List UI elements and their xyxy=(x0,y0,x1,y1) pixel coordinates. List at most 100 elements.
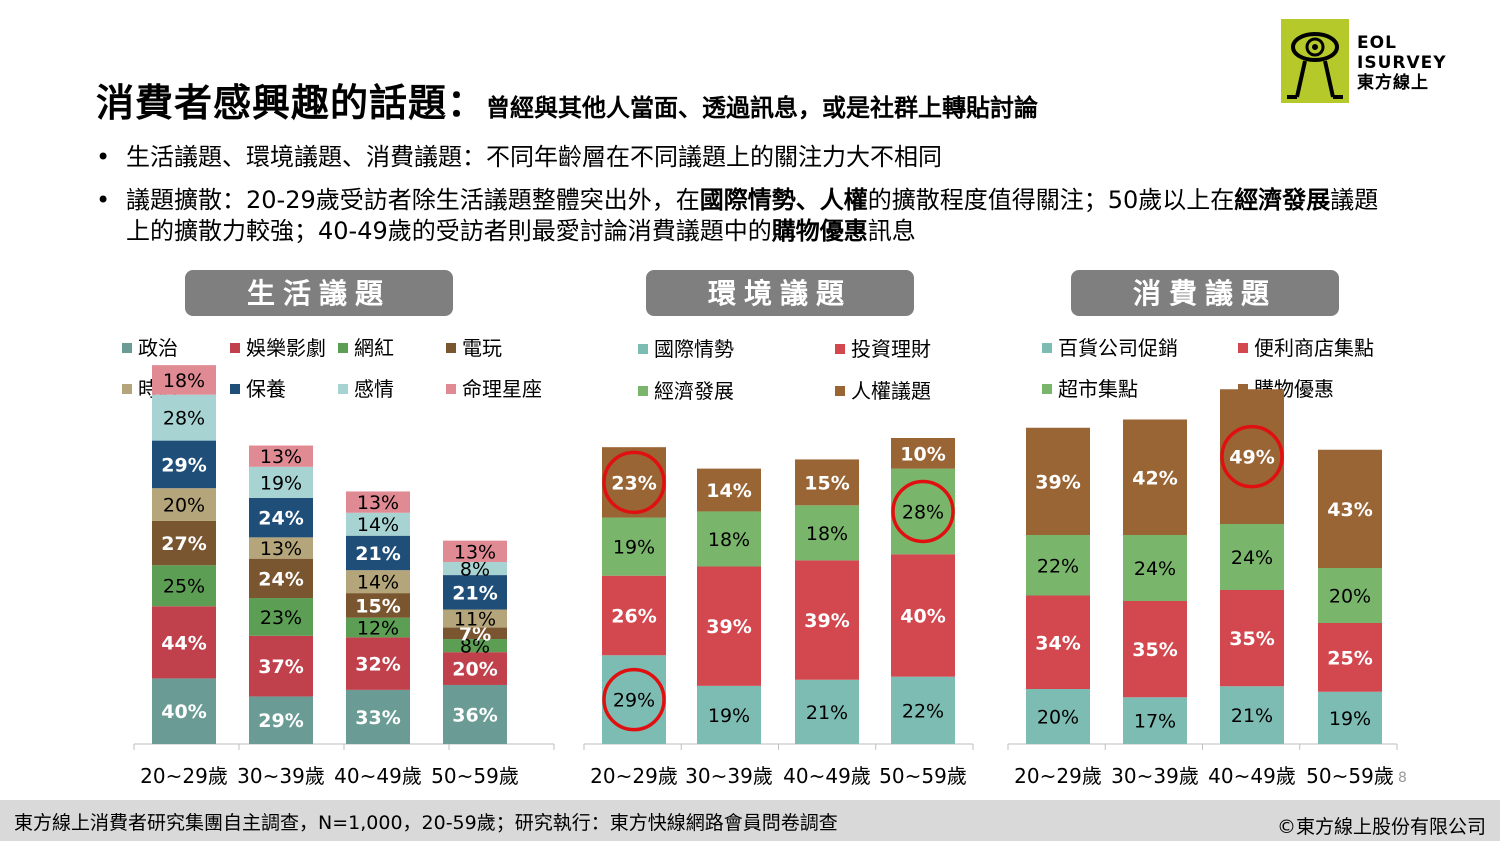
bullet-emphasis: 購物優惠 xyxy=(771,217,868,245)
x-tick-label: 20~29歲 xyxy=(140,764,228,788)
x-tick-label: 30~39歲 xyxy=(1111,764,1199,788)
bullet-text: 訊息 xyxy=(867,217,916,245)
data-label: 24% xyxy=(258,568,303,590)
data-label: 15% xyxy=(804,472,849,494)
legend-label: 超市集點 xyxy=(1058,377,1138,401)
footer-source: 東方線上消費者研究集團自主調查，N=1,000，20-59歲；研究執行：東方快線… xyxy=(14,812,838,834)
highlight-circle xyxy=(602,667,666,732)
bar-segment xyxy=(152,488,216,521)
bar-segment xyxy=(443,575,507,610)
data-label: 21% xyxy=(452,582,497,604)
bar-segment xyxy=(1123,419,1187,535)
data-label: 39% xyxy=(1035,471,1080,493)
legend-swatch xyxy=(230,384,240,394)
legend-swatch xyxy=(835,386,845,396)
bar-segment xyxy=(346,593,410,618)
data-label: 24% xyxy=(258,508,303,530)
legend-label: 政治 xyxy=(138,336,178,360)
x-tick-label: 20~29歲 xyxy=(590,764,678,788)
bullet-text: 的擴散程度值得關注；50歲以上在 xyxy=(867,186,1235,214)
bar-segment xyxy=(1318,691,1382,744)
footer-bar: 東方線上消費者研究集團自主調查，N=1,000，20-59歲；研究執行：東方快線… xyxy=(0,800,1500,841)
bar-segment xyxy=(346,535,410,571)
chart-title: 環境議題 xyxy=(708,277,852,310)
data-label: 19% xyxy=(613,537,655,559)
chart-title-pill xyxy=(1071,270,1339,316)
highlight-circle xyxy=(1220,424,1284,489)
eye-icon xyxy=(1287,32,1343,99)
bar-segment xyxy=(795,560,859,680)
data-label: 15% xyxy=(355,595,400,617)
data-label: 34% xyxy=(1035,632,1080,654)
data-label: 24% xyxy=(1231,547,1273,569)
x-tick-label: 30~39歲 xyxy=(685,764,773,788)
bar-segment xyxy=(152,678,216,744)
data-label: 32% xyxy=(355,654,400,676)
legend-swatch xyxy=(835,344,845,354)
bar-segment xyxy=(443,540,507,562)
chart-title: 消費議題 xyxy=(1133,277,1277,310)
bar-segment xyxy=(697,685,761,744)
chart-1: 生活議題政治娛樂影劇網紅電玩時尚保養感情命理星座40%44%25%27%20%2… xyxy=(122,270,555,788)
bullet-emphasis: 國際情勢、人權 xyxy=(699,186,868,214)
data-label: 20% xyxy=(452,659,497,681)
legend-swatch xyxy=(446,384,456,394)
data-label: 18% xyxy=(708,529,750,551)
data-label: 37% xyxy=(258,656,303,678)
bullet-item-1: 生活議題、環境議題、消費議題：不同年齡層在不同議題上的關注力大不相同 xyxy=(96,142,1396,173)
data-label: 33% xyxy=(355,707,400,729)
bar-segment xyxy=(152,565,216,607)
legend-label: 便利商店集點 xyxy=(1254,336,1374,360)
bar-segment xyxy=(443,561,507,576)
bar-segment xyxy=(152,440,216,489)
bar-segment xyxy=(1026,689,1090,744)
bar-segment xyxy=(1026,595,1090,689)
title-subtitle: 曾經與其他人當面、透過訊息，或是社群上轉貼討論 xyxy=(486,94,1039,122)
logo-mark xyxy=(1281,19,1349,103)
bar-segment xyxy=(602,517,666,576)
x-tick-label: 40~49歲 xyxy=(334,764,422,788)
bar-segment xyxy=(602,575,666,656)
bar-segment xyxy=(1318,449,1382,568)
data-label: 19% xyxy=(260,472,302,494)
bar-segment xyxy=(249,696,313,744)
legend-swatch xyxy=(638,344,648,354)
legend-swatch xyxy=(338,343,348,353)
bullet-emphasis: 經濟發展 xyxy=(1234,186,1331,214)
legend-swatch xyxy=(338,384,348,394)
footer-copyright: ©東方線上股份有限公司 xyxy=(1276,816,1486,838)
legend-label: 人權議題 xyxy=(851,379,931,403)
legend-label: 百貨公司促銷 xyxy=(1058,336,1178,360)
logo-line: ISURVEY xyxy=(1357,53,1447,73)
bar-segment xyxy=(795,505,859,561)
bar-segment xyxy=(1220,590,1284,687)
data-label: 20% xyxy=(1037,707,1079,729)
legend-swatch xyxy=(1042,384,1052,394)
data-label: 18% xyxy=(163,370,205,392)
legend-label: 感情 xyxy=(354,377,394,401)
data-label: 14% xyxy=(357,572,399,594)
bar-segment xyxy=(1123,601,1187,698)
bar-segment xyxy=(443,684,507,744)
bar-segment xyxy=(1026,535,1090,596)
bar-segment xyxy=(152,394,216,441)
legend-label: 娛樂影劇 xyxy=(246,336,326,360)
legend-swatch xyxy=(122,343,132,353)
bar-segment xyxy=(346,689,410,744)
data-label: 20% xyxy=(1329,586,1371,608)
bar-segment xyxy=(1220,686,1284,744)
data-label: 25% xyxy=(1327,647,1372,669)
data-label: 19% xyxy=(1329,708,1371,730)
x-tick-label: 50~59歲 xyxy=(879,764,967,788)
data-label: 17% xyxy=(1134,711,1176,733)
bar-segment xyxy=(346,570,410,594)
bar-segment xyxy=(443,639,507,653)
legend-swatch xyxy=(122,384,132,394)
page-title: 消費者感興趣的話題：曾經與其他人當面、透過訊息，或是社群上轉貼討論 xyxy=(96,72,1038,127)
bar-segment xyxy=(346,512,410,536)
data-label: 14% xyxy=(706,480,751,502)
data-label: 49% xyxy=(1229,447,1274,469)
data-label: 28% xyxy=(163,408,205,430)
